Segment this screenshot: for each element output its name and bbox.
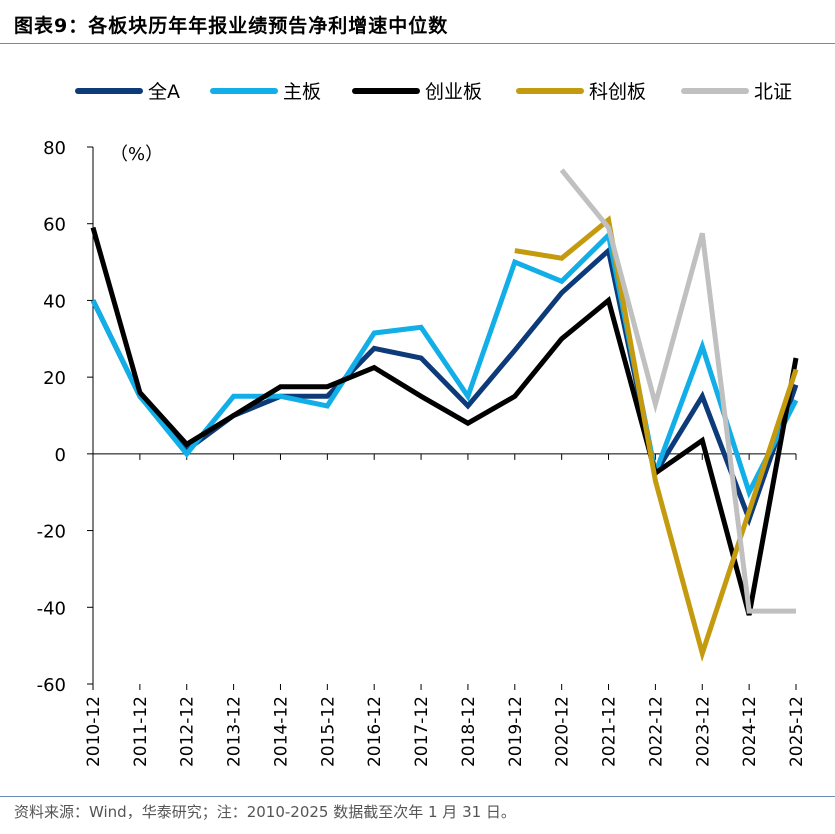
y-tick-label: 40 bbox=[43, 291, 66, 312]
chart-axes: 80 60 40 20 0 -20 -40 -60 bbox=[37, 138, 797, 696]
x-tick-label: 2023-12 bbox=[693, 696, 713, 767]
footer-divider bbox=[0, 796, 835, 797]
y-tick-label: 20 bbox=[43, 368, 66, 389]
legend-label-2: 创业板 bbox=[425, 81, 482, 103]
series-group bbox=[90, 168, 799, 662]
legend-label-1: 主板 bbox=[283, 81, 321, 103]
legend: 全A 主板 创业板 科创板 北证 bbox=[75, 81, 792, 103]
series-line-1 bbox=[90, 230, 799, 499]
y-tick-label: 60 bbox=[43, 215, 66, 236]
y-tick-label: -40 bbox=[37, 598, 66, 619]
x-tick-label: 2012-12 bbox=[178, 696, 198, 767]
figure-label: 图表9： bbox=[14, 15, 89, 37]
legend-label-3: 科创板 bbox=[589, 81, 646, 103]
page-title: 图表9：各板块历年年报业绩预告净利增速中位数 bbox=[14, 11, 448, 38]
series-line-3 bbox=[514, 215, 799, 662]
y-tick-label: -20 bbox=[37, 522, 66, 543]
series-line-4 bbox=[559, 168, 796, 614]
y-tick-label: -60 bbox=[37, 675, 66, 696]
x-tick-label: 2010-12 bbox=[84, 696, 104, 767]
x-tick-label: 2011-12 bbox=[131, 696, 151, 767]
x-tick-label: 2022-12 bbox=[646, 696, 666, 767]
title-bar: 图表9：各板块历年年报业绩预告净利增速中位数 bbox=[0, 0, 835, 44]
x-tick-label: 2019-12 bbox=[506, 696, 526, 767]
y-tick-label: 80 bbox=[43, 138, 66, 159]
x-tick-label: 2017-12 bbox=[412, 696, 432, 767]
title-divider bbox=[0, 43, 835, 44]
x-tick-labels: 2010-12 2011-12 2012-12 2013-12 2014-12 2015-… bbox=[84, 696, 807, 767]
x-tick-label: 2024-12 bbox=[740, 696, 760, 767]
x-tick-label: 2025-12 bbox=[787, 696, 807, 767]
source-note: 资料来源：Wind，华泰研究；注：2010-2025 数据截至次年 1 月 31… bbox=[14, 803, 516, 821]
series-line-2 bbox=[90, 226, 799, 616]
x-tick-label: 2014-12 bbox=[271, 696, 291, 767]
legend-label-4: 北证 bbox=[754, 81, 792, 103]
y-tick-label: 0 bbox=[55, 445, 66, 466]
legend-label-0: 全A bbox=[148, 81, 180, 103]
y-unit-label: （%） bbox=[110, 144, 163, 165]
x-tick-label: 2018-12 bbox=[459, 696, 479, 767]
x-tick-label: 2021-12 bbox=[600, 696, 620, 767]
x-tick-label: 2016-12 bbox=[365, 696, 385, 767]
x-tick-label: 2015-12 bbox=[318, 696, 338, 767]
line-chart: 全A 主板 创业板 科创板 北证 80 60 40 20 0 -20 -40 -60 （%） 2010… bbox=[37, 81, 807, 767]
figure-title: 各板块历年年报业绩预告净利增速中位数 bbox=[88, 15, 449, 37]
x-tick-label: 2020-12 bbox=[553, 696, 573, 767]
x-tick-label: 2013-12 bbox=[225, 696, 245, 767]
